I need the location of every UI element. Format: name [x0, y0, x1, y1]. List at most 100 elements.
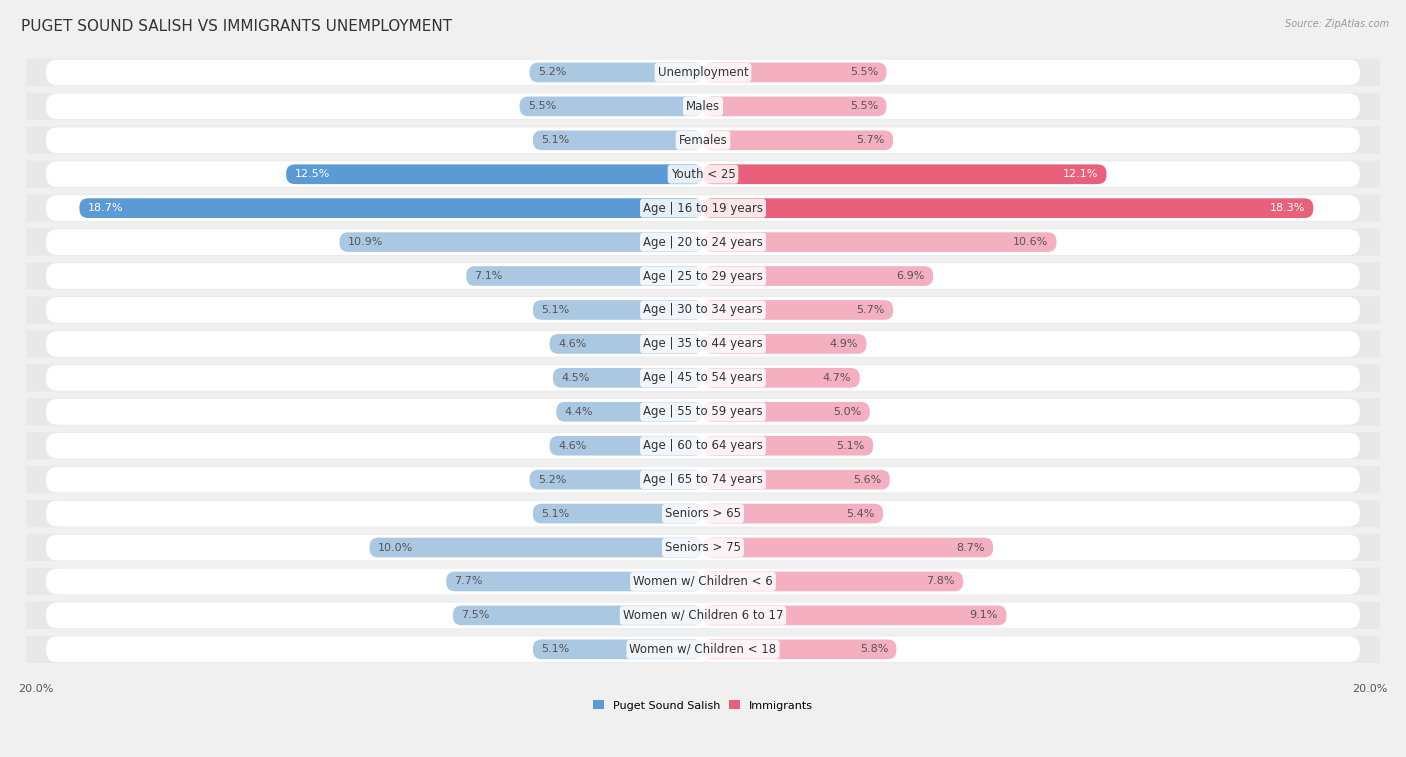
Text: 10.9%: 10.9% [347, 237, 384, 247]
FancyBboxPatch shape [703, 640, 897, 659]
Text: 4.7%: 4.7% [823, 373, 852, 383]
FancyBboxPatch shape [46, 60, 1360, 86]
FancyBboxPatch shape [46, 297, 1360, 323]
FancyBboxPatch shape [703, 572, 963, 591]
FancyBboxPatch shape [287, 164, 703, 184]
Text: Age | 55 to 59 years: Age | 55 to 59 years [643, 405, 763, 419]
Text: 5.7%: 5.7% [856, 305, 884, 315]
FancyBboxPatch shape [703, 198, 1313, 218]
FancyBboxPatch shape [27, 398, 1379, 425]
Legend: Puget Sound Salish, Immigrants: Puget Sound Salish, Immigrants [589, 696, 817, 715]
Text: 8.7%: 8.7% [956, 543, 984, 553]
FancyBboxPatch shape [703, 470, 890, 490]
Text: Women w/ Children < 18: Women w/ Children < 18 [630, 643, 776, 656]
FancyBboxPatch shape [46, 637, 1360, 662]
Text: 9.1%: 9.1% [970, 610, 998, 621]
FancyBboxPatch shape [446, 572, 703, 591]
Text: Seniors > 75: Seniors > 75 [665, 541, 741, 554]
Text: 4.6%: 4.6% [558, 339, 586, 349]
Text: 5.8%: 5.8% [859, 644, 889, 654]
FancyBboxPatch shape [46, 331, 1360, 357]
Text: 7.1%: 7.1% [475, 271, 503, 281]
Text: 4.9%: 4.9% [830, 339, 858, 349]
FancyBboxPatch shape [46, 195, 1360, 221]
Text: 5.5%: 5.5% [849, 67, 879, 77]
FancyBboxPatch shape [530, 470, 703, 490]
FancyBboxPatch shape [553, 368, 703, 388]
Text: 10.0%: 10.0% [378, 543, 413, 553]
FancyBboxPatch shape [703, 300, 893, 319]
Text: 7.7%: 7.7% [454, 576, 484, 587]
Text: 18.7%: 18.7% [87, 203, 124, 213]
FancyBboxPatch shape [703, 334, 866, 354]
Text: Women w/ Children 6 to 17: Women w/ Children 6 to 17 [623, 609, 783, 622]
Text: 10.6%: 10.6% [1012, 237, 1047, 247]
Text: 18.3%: 18.3% [1270, 203, 1305, 213]
FancyBboxPatch shape [46, 93, 1360, 120]
Text: Age | 45 to 54 years: Age | 45 to 54 years [643, 372, 763, 385]
Text: Age | 65 to 74 years: Age | 65 to 74 years [643, 473, 763, 486]
Text: 12.5%: 12.5% [294, 170, 330, 179]
Text: 5.1%: 5.1% [541, 509, 569, 519]
FancyBboxPatch shape [46, 433, 1360, 459]
FancyBboxPatch shape [46, 500, 1360, 526]
FancyBboxPatch shape [27, 195, 1379, 222]
FancyBboxPatch shape [533, 640, 703, 659]
FancyBboxPatch shape [27, 568, 1379, 595]
FancyBboxPatch shape [703, 606, 1007, 625]
Text: Source: ZipAtlas.com: Source: ZipAtlas.com [1285, 19, 1389, 29]
FancyBboxPatch shape [520, 97, 703, 117]
FancyBboxPatch shape [27, 500, 1379, 527]
FancyBboxPatch shape [27, 636, 1379, 663]
Text: Age | 25 to 29 years: Age | 25 to 29 years [643, 269, 763, 282]
FancyBboxPatch shape [550, 436, 703, 456]
Text: Youth < 25: Youth < 25 [671, 168, 735, 181]
FancyBboxPatch shape [339, 232, 703, 252]
FancyBboxPatch shape [27, 364, 1379, 391]
FancyBboxPatch shape [467, 266, 703, 286]
FancyBboxPatch shape [27, 602, 1379, 629]
FancyBboxPatch shape [46, 365, 1360, 391]
Text: 5.1%: 5.1% [541, 644, 569, 654]
FancyBboxPatch shape [27, 229, 1379, 256]
Text: 12.1%: 12.1% [1063, 170, 1098, 179]
FancyBboxPatch shape [703, 503, 883, 523]
FancyBboxPatch shape [703, 97, 886, 117]
Text: 5.5%: 5.5% [527, 101, 557, 111]
FancyBboxPatch shape [703, 266, 934, 286]
FancyBboxPatch shape [703, 130, 893, 150]
FancyBboxPatch shape [530, 63, 703, 83]
Text: Age | 35 to 44 years: Age | 35 to 44 years [643, 338, 763, 350]
FancyBboxPatch shape [27, 126, 1379, 154]
FancyBboxPatch shape [703, 402, 870, 422]
Text: 5.2%: 5.2% [538, 67, 567, 77]
FancyBboxPatch shape [46, 534, 1360, 560]
FancyBboxPatch shape [557, 402, 703, 422]
FancyBboxPatch shape [703, 232, 1056, 252]
Text: Seniors > 65: Seniors > 65 [665, 507, 741, 520]
Text: 4.5%: 4.5% [561, 373, 589, 383]
Text: Age | 16 to 19 years: Age | 16 to 19 years [643, 201, 763, 215]
Text: 7.8%: 7.8% [927, 576, 955, 587]
FancyBboxPatch shape [27, 93, 1379, 120]
FancyBboxPatch shape [703, 436, 873, 456]
FancyBboxPatch shape [27, 330, 1379, 357]
FancyBboxPatch shape [27, 263, 1379, 290]
Text: 5.1%: 5.1% [837, 441, 865, 450]
Text: Age | 30 to 34 years: Age | 30 to 34 years [643, 304, 763, 316]
FancyBboxPatch shape [79, 198, 703, 218]
FancyBboxPatch shape [370, 537, 703, 557]
FancyBboxPatch shape [453, 606, 703, 625]
FancyBboxPatch shape [703, 368, 859, 388]
Text: 4.6%: 4.6% [558, 441, 586, 450]
Text: Unemployment: Unemployment [658, 66, 748, 79]
Text: 5.7%: 5.7% [856, 136, 884, 145]
FancyBboxPatch shape [703, 537, 993, 557]
FancyBboxPatch shape [46, 603, 1360, 628]
Text: 5.1%: 5.1% [541, 136, 569, 145]
FancyBboxPatch shape [550, 334, 703, 354]
Text: Females: Females [679, 134, 727, 147]
FancyBboxPatch shape [533, 130, 703, 150]
FancyBboxPatch shape [46, 399, 1360, 425]
FancyBboxPatch shape [533, 300, 703, 319]
